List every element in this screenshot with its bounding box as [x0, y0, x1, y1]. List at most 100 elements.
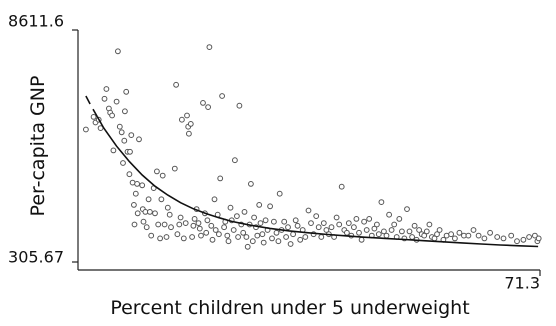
- data-point: [90, 114, 97, 120]
- axes: [72, 29, 541, 276]
- data-point: [101, 95, 108, 102]
- data-point: [465, 232, 472, 239]
- data-point: [241, 209, 248, 215]
- data-point: [358, 236, 365, 243]
- data-point: [191, 216, 198, 222]
- data-point: [148, 232, 155, 239]
- data-point: [290, 231, 297, 238]
- data-point: [388, 227, 395, 233]
- data-point: [308, 220, 314, 227]
- data-point: [294, 222, 301, 229]
- data-point: [235, 234, 242, 240]
- data-point: [383, 232, 390, 239]
- data-point: [532, 232, 538, 239]
- data-point: [399, 228, 405, 235]
- data-point: [292, 217, 299, 224]
- data-point: [168, 224, 174, 231]
- data-point: [225, 238, 232, 245]
- data-point: [152, 210, 158, 217]
- data-point: [166, 211, 173, 218]
- data-point: [256, 202, 263, 208]
- data-point: [145, 196, 152, 203]
- data-point: [508, 232, 515, 239]
- data-point: [285, 224, 291, 231]
- data-point: [211, 196, 218, 203]
- data-point: [234, 213, 240, 220]
- data-point: [118, 129, 125, 136]
- fitted-curve: [96, 116, 539, 248]
- data-point: [128, 132, 135, 139]
- data-point: [436, 227, 443, 233]
- data-point: [161, 221, 168, 228]
- data-point: [378, 199, 385, 206]
- data-point: [244, 243, 251, 250]
- data-point: [361, 218, 368, 225]
- data-point: [200, 100, 206, 106]
- data-point: [416, 227, 423, 233]
- data-point: [487, 229, 494, 236]
- data-point: [189, 234, 196, 240]
- curve-layer: [85, 95, 539, 248]
- data-point: [305, 207, 312, 214]
- data-point: [204, 217, 211, 224]
- data-point: [386, 211, 393, 218]
- data-point: [336, 221, 343, 228]
- data-point: [514, 238, 520, 245]
- data-point: [184, 112, 190, 119]
- data-point: [186, 130, 192, 137]
- data-point: [287, 241, 294, 247]
- data-point: [423, 228, 430, 235]
- data-point: [406, 228, 413, 235]
- data-point: [157, 235, 164, 242]
- data-point: [313, 213, 320, 220]
- data-point: [163, 234, 170, 240]
- data-point: [123, 88, 130, 95]
- fitted-curve-start: [85, 95, 99, 118]
- data-point: [320, 220, 327, 227]
- data-point: [426, 221, 433, 228]
- y-tick-label-max: 8611.6: [8, 12, 64, 31]
- data-point: [126, 171, 133, 178]
- data-point: [187, 121, 194, 127]
- data-point: [230, 227, 237, 233]
- data-point: [391, 221, 398, 228]
- data-point: [236, 102, 243, 109]
- data-point: [174, 231, 181, 238]
- data-point: [404, 206, 410, 213]
- data-point: [134, 181, 141, 187]
- data-point: [122, 108, 128, 115]
- data-point: [323, 227, 330, 233]
- data-point: [171, 165, 178, 172]
- data-point: [147, 209, 153, 215]
- data-point: [176, 221, 183, 228]
- data-point: [196, 225, 203, 232]
- data-point: [212, 227, 219, 233]
- data-point: [276, 190, 283, 197]
- data-point: [109, 112, 115, 119]
- data-point: [520, 236, 527, 243]
- data-point: [120, 160, 126, 166]
- data-point: [374, 221, 380, 228]
- data-point: [381, 228, 387, 235]
- data-point: [259, 231, 266, 238]
- data-point: [411, 222, 418, 229]
- data-point: [131, 202, 137, 208]
- data-point: [351, 224, 357, 231]
- data-point: [206, 44, 213, 50]
- data-point: [421, 232, 428, 239]
- data-point: [180, 235, 187, 242]
- data-point: [221, 224, 228, 231]
- data-point: [456, 229, 463, 236]
- data-point: [116, 123, 123, 130]
- x-axis-label: Percent children under 5 underweight: [110, 297, 469, 319]
- data-point: [434, 231, 440, 238]
- data-point: [481, 235, 488, 242]
- data-point: [315, 224, 322, 231]
- data-point: [208, 222, 215, 229]
- data-point: [249, 238, 256, 245]
- data-point: [115, 48, 121, 55]
- data-point: [260, 239, 267, 246]
- data-point: [535, 235, 542, 242]
- data-point: [136, 136, 142, 143]
